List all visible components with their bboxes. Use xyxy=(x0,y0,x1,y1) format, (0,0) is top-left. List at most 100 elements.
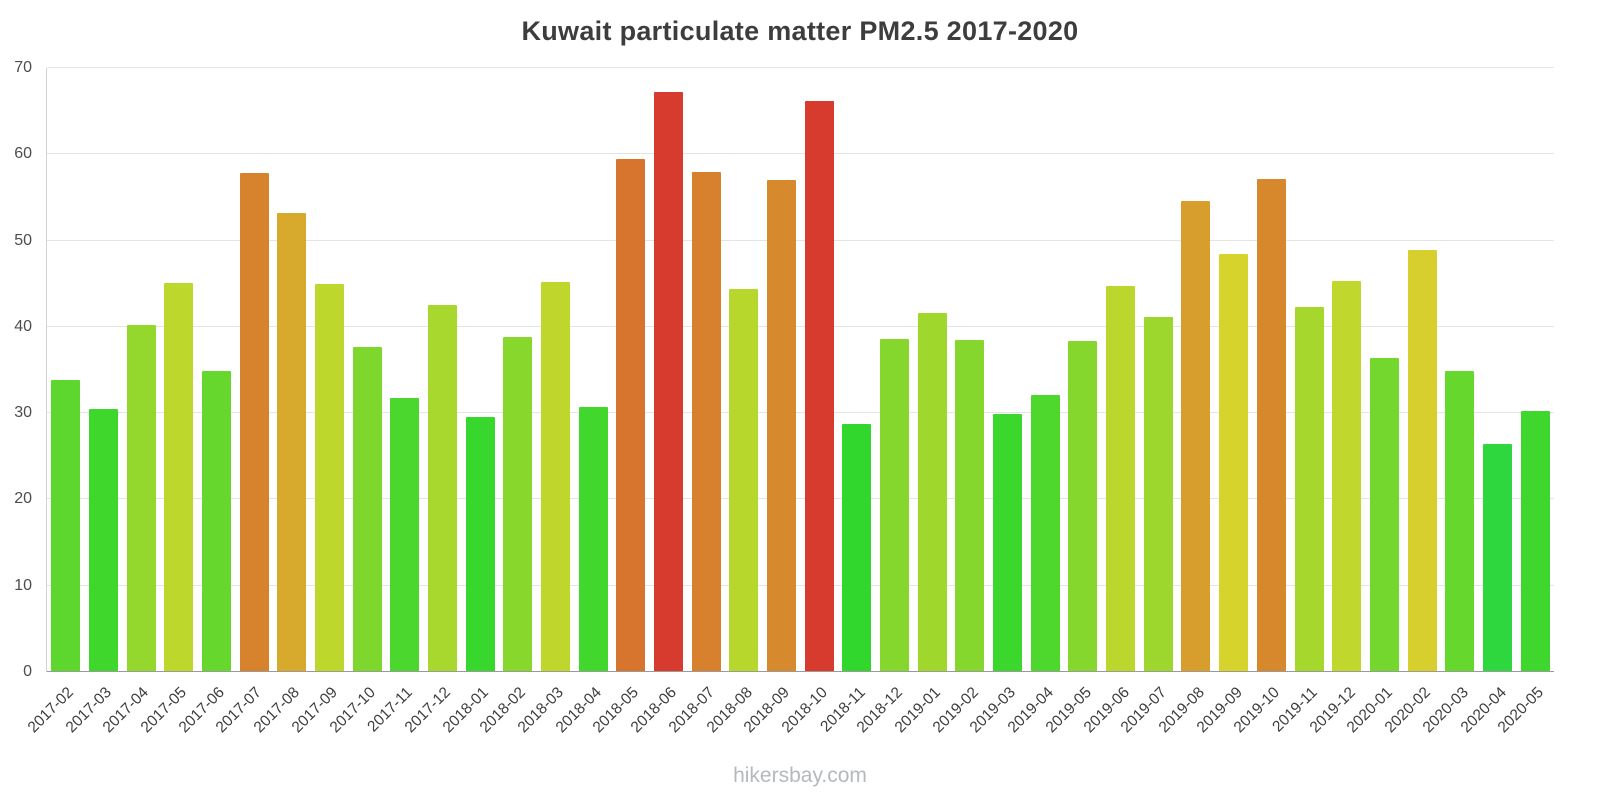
bar-2019-01[interactable] xyxy=(917,313,947,672)
bar-slot xyxy=(499,68,537,672)
bar-slot xyxy=(1177,68,1215,672)
bar-slot xyxy=(235,68,273,672)
bar-2017-03[interactable] xyxy=(89,408,118,672)
y-axis-label: 40 xyxy=(14,317,32,335)
gridline xyxy=(47,412,1554,414)
bar-2017-05[interactable] xyxy=(164,282,194,672)
bar-2019-08[interactable] xyxy=(1181,200,1211,672)
gridline xyxy=(47,584,1554,586)
bar-slot xyxy=(1441,68,1479,672)
bar-2017-12[interactable] xyxy=(428,305,458,672)
bar-slot xyxy=(687,68,725,672)
y-axis-label: 30 xyxy=(14,404,32,422)
bar-slot xyxy=(122,68,160,672)
bar-2019-02[interactable] xyxy=(955,339,985,672)
bar-2018-04[interactable] xyxy=(578,407,608,672)
watermark-text: hikersbay.com xyxy=(733,764,867,787)
bar-slot xyxy=(763,68,801,672)
y-axis-label: 70 xyxy=(14,59,32,76)
bar-slot xyxy=(1064,68,1102,672)
bar-slot xyxy=(160,68,198,672)
bar-slot xyxy=(1516,68,1554,672)
bar-slot xyxy=(198,68,236,672)
bar-slot xyxy=(838,68,876,672)
bar-slot xyxy=(1290,68,1328,672)
bar-slot xyxy=(461,68,499,672)
bar-slot xyxy=(386,68,424,672)
bar-slot xyxy=(273,68,311,672)
gridline xyxy=(47,498,1554,500)
bar-2018-03[interactable] xyxy=(541,282,571,672)
bar-slot xyxy=(725,68,763,672)
bar-2019-06[interactable] xyxy=(1106,286,1136,672)
bar-2020-05[interactable] xyxy=(1520,410,1550,672)
gridline xyxy=(47,239,1554,241)
bar-2018-05[interactable] xyxy=(616,159,646,672)
bar-slot xyxy=(1328,68,1366,672)
y-axis-label: 50 xyxy=(14,231,32,249)
bar-slot xyxy=(876,68,914,672)
y-axis-label: 0 xyxy=(23,663,32,680)
bar-2020-01[interactable] xyxy=(1369,357,1399,672)
bar-2018-08[interactable] xyxy=(729,288,759,672)
bar-2017-04[interactable] xyxy=(126,325,156,672)
bar-2017-02[interactable] xyxy=(51,380,81,672)
bar-slot xyxy=(1026,68,1064,672)
bar-2019-11[interactable] xyxy=(1294,307,1324,672)
bar-2017-06[interactable] xyxy=(202,370,232,672)
chart-title: Kuwait particulate matter PM2.5 2017-202… xyxy=(521,16,1079,46)
bar-slot xyxy=(537,68,575,672)
bar-2018-11[interactable] xyxy=(842,424,872,672)
bar-slot xyxy=(348,68,386,672)
bar-slot xyxy=(1102,68,1140,672)
bar-2020-04[interactable] xyxy=(1482,444,1512,672)
bar-slot xyxy=(1139,68,1177,672)
bar-2017-08[interactable] xyxy=(277,212,307,672)
bar-2018-02[interactable] xyxy=(503,337,533,672)
bar-slot xyxy=(1403,68,1441,672)
bar-slot xyxy=(1479,68,1517,672)
bar-2018-01[interactable] xyxy=(465,417,495,672)
bar-slot xyxy=(1215,68,1253,672)
gridline xyxy=(47,153,1554,155)
bar-2018-10[interactable] xyxy=(804,100,834,672)
gridline xyxy=(47,67,1554,68)
bar-2018-07[interactable] xyxy=(691,171,721,672)
bar-2017-07[interactable] xyxy=(239,173,269,672)
bar-2017-11[interactable] xyxy=(390,398,420,672)
bar-2018-12[interactable] xyxy=(880,338,910,672)
bar-slot xyxy=(85,68,123,672)
bar-slot xyxy=(1366,68,1404,672)
bar-2019-04[interactable] xyxy=(1030,395,1060,672)
gridline xyxy=(47,325,1554,327)
y-axis-label: 10 xyxy=(14,576,32,594)
gridlines xyxy=(47,67,1554,672)
x-axis-line xyxy=(47,671,1554,672)
bar-slot xyxy=(800,68,838,672)
y-axis: 0 10 20 30 40 50 60 70 xyxy=(0,59,39,680)
bar-slot xyxy=(913,68,951,672)
bar-2019-12[interactable] xyxy=(1332,281,1362,672)
bar-2019-05[interactable] xyxy=(1068,340,1098,672)
bar-2019-09[interactable] xyxy=(1219,254,1249,672)
bar-2017-09[interactable] xyxy=(315,283,345,672)
bar-2018-09[interactable] xyxy=(767,180,797,672)
bar-2018-06[interactable] xyxy=(654,92,684,672)
bar-slot xyxy=(311,68,349,672)
bar-slot xyxy=(424,68,462,672)
bar-2019-07[interactable] xyxy=(1143,316,1173,672)
bar-slot xyxy=(951,68,989,672)
bar-slot xyxy=(574,68,612,672)
bars-container xyxy=(47,68,1554,672)
bar-2019-03[interactable] xyxy=(993,414,1023,672)
y-axis-label: 60 xyxy=(14,145,32,163)
bar-2019-10[interactable] xyxy=(1256,179,1286,672)
bar-2020-02[interactable] xyxy=(1407,250,1437,672)
bar-2017-10[interactable] xyxy=(352,346,382,672)
bar-slot xyxy=(989,68,1027,672)
bar-slot xyxy=(1253,68,1291,672)
x-axis: 2017-02 2017-03 2017-04 2017-05 2017-06 2017-… xyxy=(25,674,1554,760)
bar-2020-03[interactable] xyxy=(1445,370,1475,672)
bar-slot xyxy=(47,68,85,672)
